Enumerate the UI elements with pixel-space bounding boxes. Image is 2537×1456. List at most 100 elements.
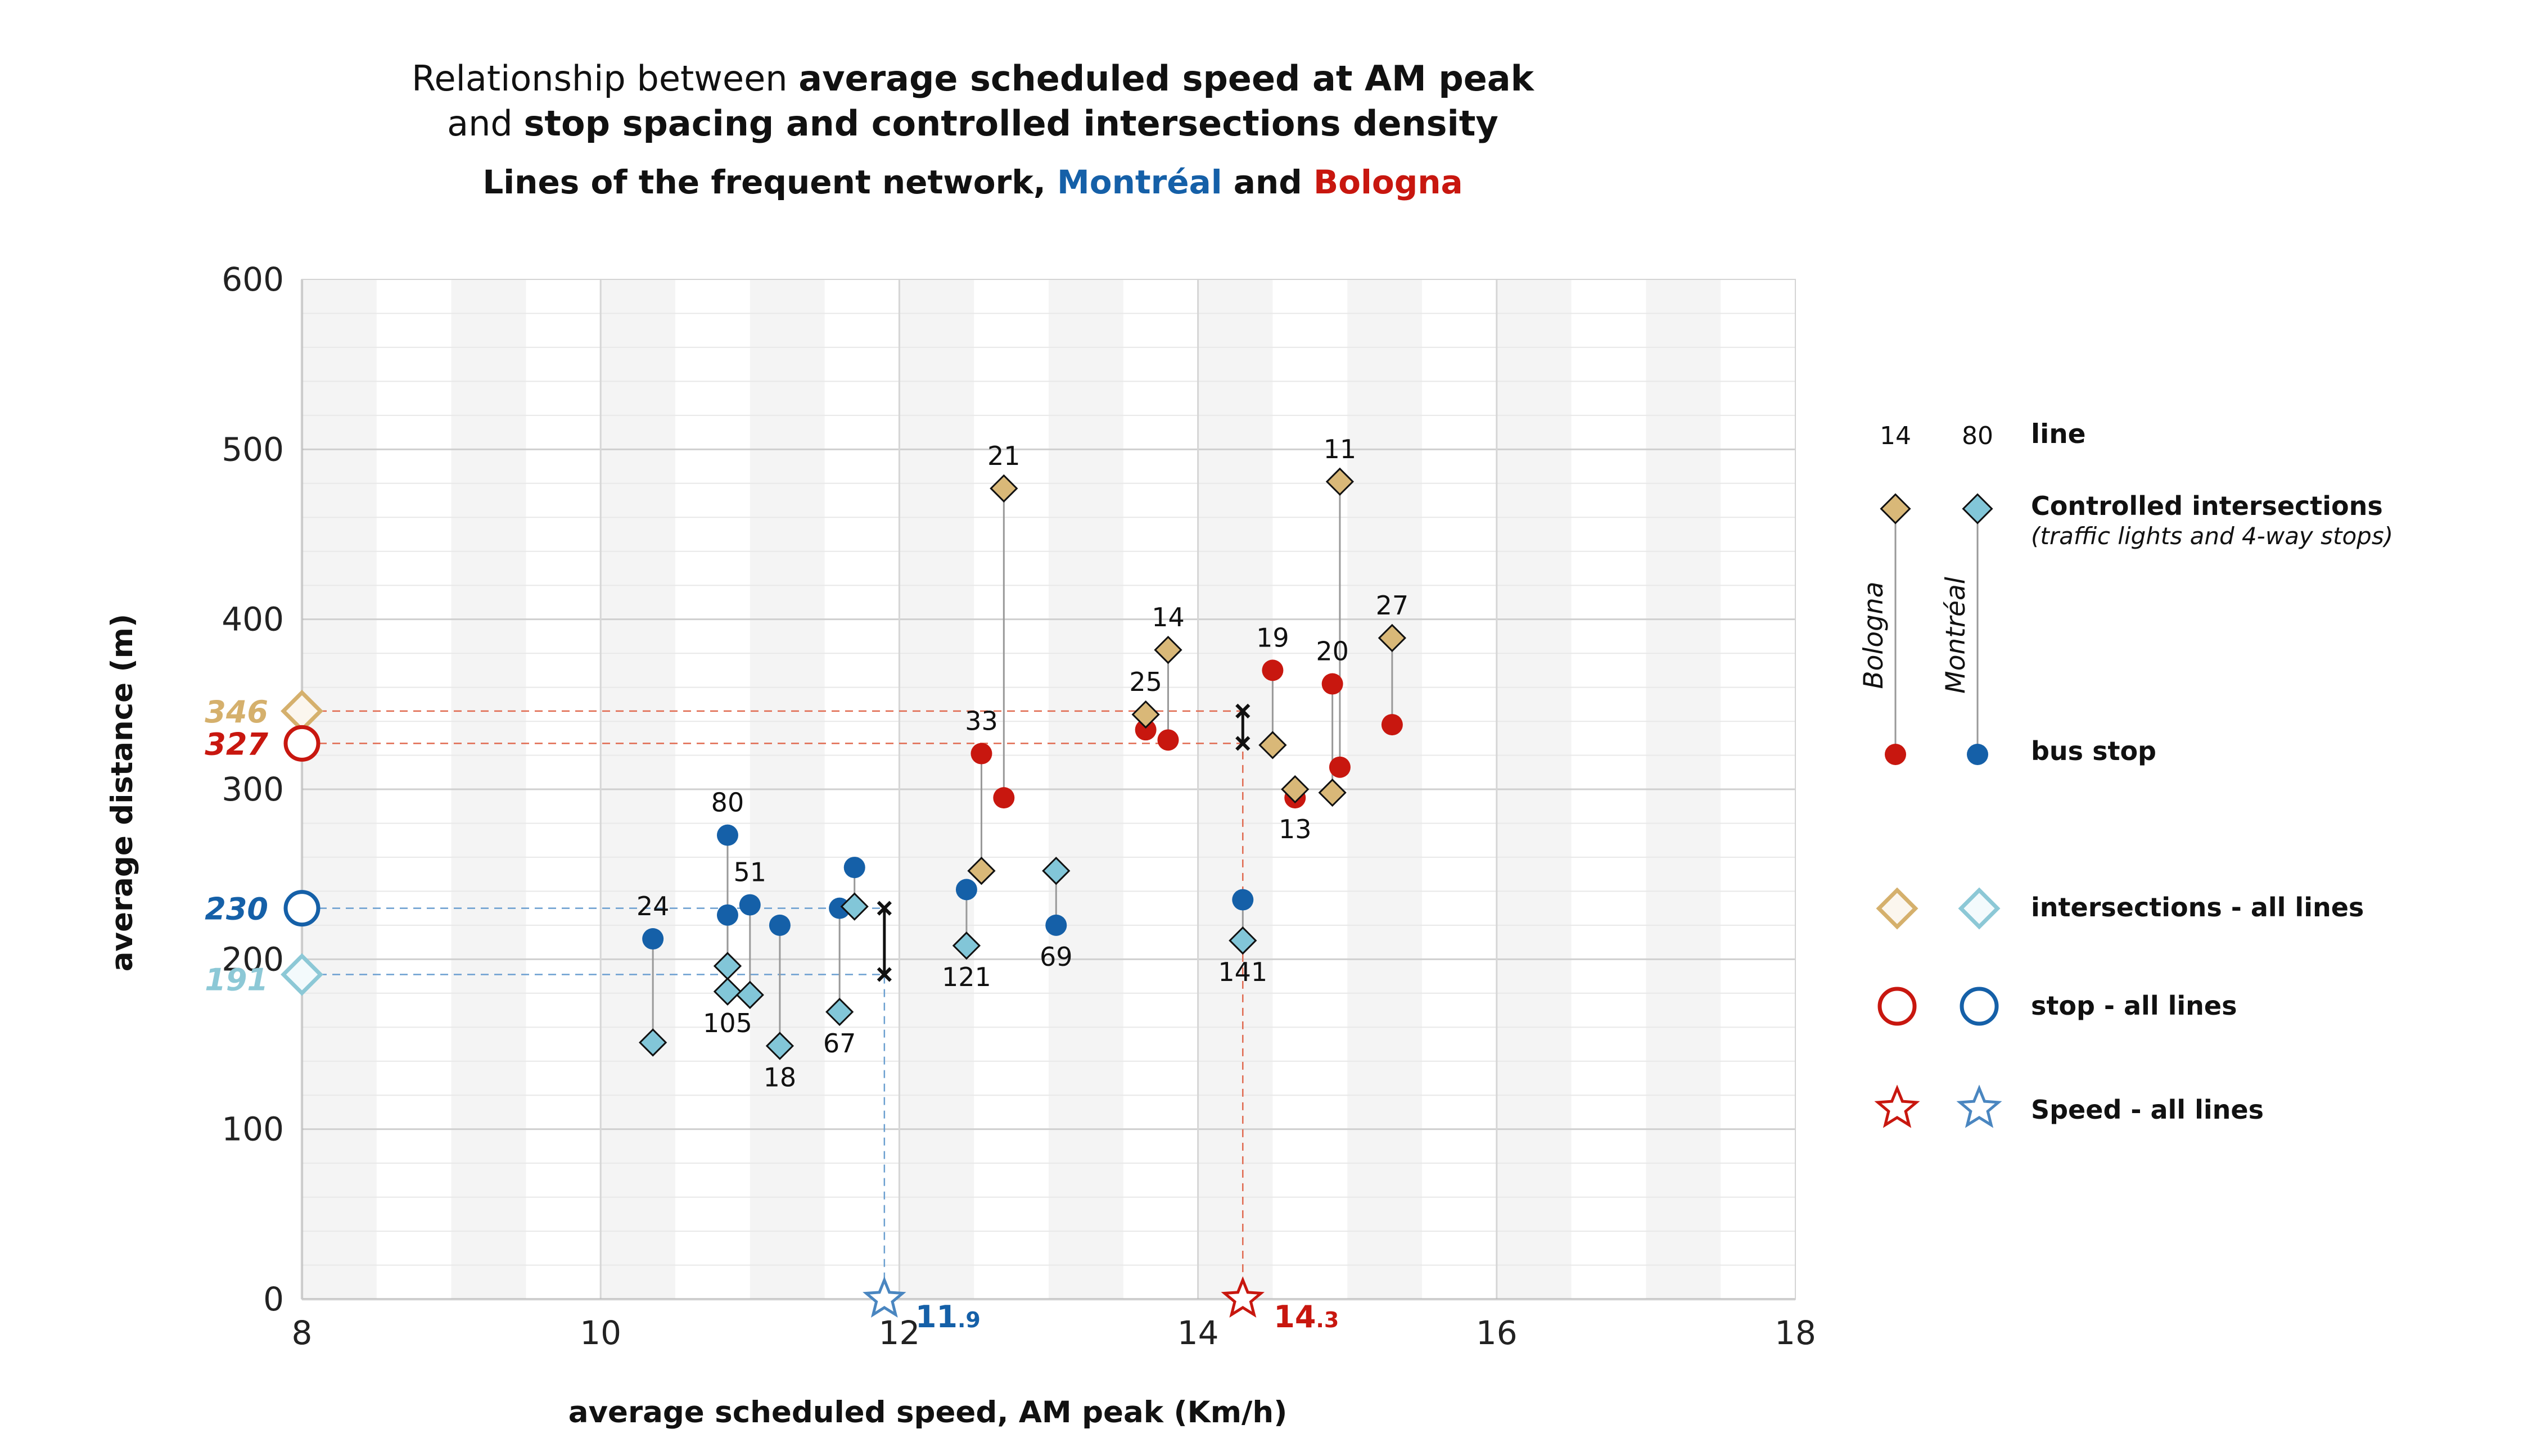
legend-stop-all: stop - all lines — [2031, 991, 2237, 1021]
data-points — [639, 467, 1407, 1060]
x-tick-labels: 8 10 12 14 16 18 — [292, 1314, 1816, 1352]
line-label: 19 — [1256, 622, 1289, 653]
line-label: 24 — [636, 891, 670, 921]
x-tick-label: 10 — [580, 1314, 621, 1352]
chart-title: Relationship between average scheduled s… — [0, 56, 1945, 146]
plot-frame — [301, 279, 1796, 1300]
legend-bologna-vertical: Bologna — [1858, 581, 1889, 689]
bologna-stop-point — [1381, 714, 1403, 736]
montreal-intersection-point — [713, 952, 742, 980]
bologna-intersection-point — [967, 856, 996, 885]
avg-bologna-stop-marker — [283, 725, 320, 762]
legend-avg-montreal-speed-star — [1956, 1084, 2002, 1128]
montreal-stop-point — [1045, 914, 1067, 936]
bologna-intersection-point — [1325, 467, 1355, 496]
legend-controlled-sub: (traffic lights and 4-way stops) — [2031, 522, 2393, 550]
montreal-stop-point — [739, 894, 761, 916]
line-label: 11 — [1324, 434, 1357, 464]
legend-montreal-stop — [1967, 744, 1988, 765]
bologna-intersection-point — [1281, 775, 1310, 804]
montreal-stop-point — [716, 824, 738, 846]
avg-bologna-intersection-label: 346 — [205, 694, 268, 730]
bologna-average-link-x-mark — [1235, 703, 1251, 719]
avg-montreal-speed-label: 11.9 — [915, 1299, 981, 1335]
y-tick-label: 300 — [222, 770, 284, 808]
y-tick-label: 500 — [222, 430, 284, 468]
bologna-stop-point — [1321, 673, 1343, 695]
x-tick-label: 12 — [878, 1314, 920, 1352]
line-label: 13 — [1279, 814, 1312, 844]
bologna-intersection-point — [1154, 635, 1182, 664]
bologna-stop-point — [1262, 659, 1284, 681]
chart-title-line1: Relationship between average scheduled s… — [412, 58, 1534, 99]
line-label: 33 — [965, 706, 998, 736]
montreal-stop-point — [642, 928, 664, 950]
line-label: 141 — [1218, 957, 1267, 987]
chart-title-line2: and stop spacing and controlled intersec… — [447, 103, 1498, 144]
montreal-stop-point — [1232, 889, 1254, 911]
avg-bologna-stop-label: 327 — [205, 726, 268, 762]
legend-line-label: line — [2031, 419, 2086, 450]
montreal-intersection-point — [713, 977, 742, 1006]
y-tick-label: 0 — [263, 1280, 284, 1318]
y-tick-label: 400 — [222, 600, 284, 639]
line-labels: 24 80 105 51 18 67 121 69 141 33 21 25 14 19 13 20 11 27 — [636, 434, 1409, 1093]
bologna-intersection-point — [990, 474, 1018, 503]
legend-montreal-intersection — [1962, 493, 1993, 524]
legend-line-montreal: 80 — [1962, 422, 1993, 450]
avg-bologna-speed-label: 14.3 — [1274, 1299, 1339, 1335]
line-label: 80 — [711, 788, 744, 818]
avg-montreal-intersection-label: 191 — [205, 962, 268, 998]
legend-speed-all: Speed - all lines — [2031, 1095, 2264, 1125]
grid-lines — [302, 279, 1795, 1299]
bologna-intersection-point — [1318, 778, 1347, 807]
line-label: 121 — [942, 962, 991, 992]
montreal-intersection-point — [735, 980, 764, 1009]
bologna-stop-point — [1157, 729, 1179, 751]
legend-montreal-vertical: Montréal — [1940, 577, 1971, 694]
line-label: 25 — [1129, 667, 1162, 697]
axes — [301, 279, 1796, 1300]
avg-montreal-stop-label: 230 — [205, 892, 268, 927]
average-guides — [319, 703, 1251, 1282]
montreal-stop-point — [843, 857, 865, 879]
avg-montreal-stop-marker — [283, 890, 320, 927]
y-tick-label: 600 — [222, 260, 284, 299]
montreal-intersection-point — [765, 1032, 794, 1060]
x-tick-label: 18 — [1775, 1314, 1816, 1352]
line-label: 14 — [1152, 602, 1185, 632]
bologna-average-link-x-mark — [1235, 736, 1251, 751]
avg-montreal-speed-star — [863, 1276, 906, 1318]
x-tick-label: 14 — [1177, 1314, 1219, 1352]
bologna-stop-point — [1329, 756, 1351, 778]
montreal-intersection-point — [840, 892, 869, 921]
y-tick-label: 100 — [222, 1110, 284, 1148]
legend-line-bologna: 14 — [1880, 422, 1911, 450]
legend-avg-bologna-stop — [1877, 987, 1917, 1026]
legend-bologna-stop — [1885, 744, 1906, 765]
montreal-average-link-x-mark — [877, 967, 892, 982]
avg-bologna-speed-star — [1221, 1276, 1265, 1318]
chart-subtitle: Lines of the frequent network, Montréal … — [482, 163, 1463, 201]
legend-bologna-intersection — [1880, 493, 1911, 524]
montreal-intersection-point — [825, 997, 854, 1027]
legend-avg-montreal-stop — [1960, 987, 1999, 1026]
legend-controlled-title: Controlled intersections — [2031, 491, 2383, 521]
bologna-intersection-point — [1378, 623, 1407, 653]
x-axis-label: average scheduled speed, AM peak (Km/h) — [568, 1395, 1288, 1430]
bologna-stop-point — [1135, 719, 1157, 741]
montreal-intersection-point — [1042, 856, 1071, 885]
line-label: 27 — [1376, 590, 1409, 621]
line-label: 105 — [703, 1008, 752, 1038]
avg-montreal-intersection-marker — [281, 953, 323, 996]
y-axis-label: average distance (m) — [105, 614, 139, 971]
line-label: 69 — [1040, 942, 1073, 972]
line-label: 20 — [1316, 636, 1349, 667]
legend-avg-montreal-intersection — [1958, 887, 2001, 930]
montreal-intersection-point — [952, 932, 981, 960]
montreal-average-link-x-mark — [877, 901, 892, 916]
x-tick-label: 16 — [1476, 1314, 1518, 1352]
montreal-stop-point — [955, 879, 977, 901]
